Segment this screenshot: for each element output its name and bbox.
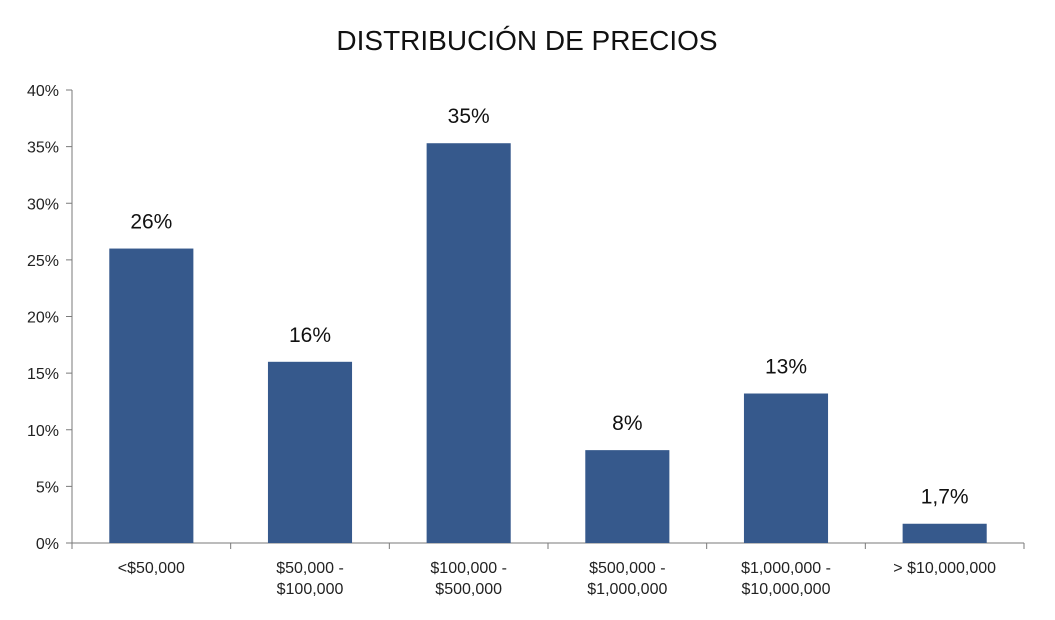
bar: [426, 143, 511, 544]
y-tick-label: 0%: [36, 536, 59, 553]
bar: [109, 248, 194, 544]
data-label: 1,7%: [921, 486, 969, 509]
y-tick-label: 10%: [27, 423, 59, 440]
y-tick-label: 30%: [27, 196, 59, 213]
bar: [267, 361, 353, 543]
x-tick-label: $100,000: [277, 581, 344, 598]
x-tick-label: $500,000: [435, 581, 502, 598]
x-tick-label: $10,000,000: [742, 581, 831, 598]
bar: [743, 393, 829, 543]
bar: [585, 450, 670, 543]
y-tick-label: 15%: [27, 366, 59, 383]
data-label: 26%: [130, 211, 172, 234]
y-tick-label: 35%: [27, 140, 59, 157]
x-tick-label: $1,000,000: [587, 581, 667, 598]
data-label: 8%: [612, 412, 642, 435]
x-tick-label: $500,000 -: [589, 560, 666, 577]
x-tick-label: $50,000 -: [276, 560, 344, 577]
data-label: 16%: [289, 324, 331, 347]
x-axis: <$50,000 $50,000 - $100,000 $100,000 - $500,…: [71, 542, 1025, 598]
y-tick-label: 5%: [36, 479, 59, 496]
chart-title: DISTRIBUCIÓN DE PRECIOS: [336, 25, 717, 56]
y-axis: 0% 5% 10% 15% 20% 25% 30% 35% 40%: [27, 83, 73, 553]
data-label: 13%: [765, 356, 807, 379]
x-tick-label: <$50,000: [118, 560, 185, 577]
x-tick-label: $1,000,000 -: [741, 560, 831, 577]
bar: [902, 523, 987, 543]
x-tick-label: > $10,000,000: [893, 560, 996, 577]
y-tick-label: 40%: [27, 83, 59, 100]
data-label: 35%: [448, 105, 490, 128]
data-labels: 26% 16% 35% 8% 13% 1,7%: [130, 105, 968, 509]
y-tick-label: 20%: [27, 310, 59, 327]
bars: [109, 143, 987, 544]
y-tick-label: 25%: [27, 253, 59, 270]
x-tick-label: $100,000 -: [430, 560, 507, 577]
